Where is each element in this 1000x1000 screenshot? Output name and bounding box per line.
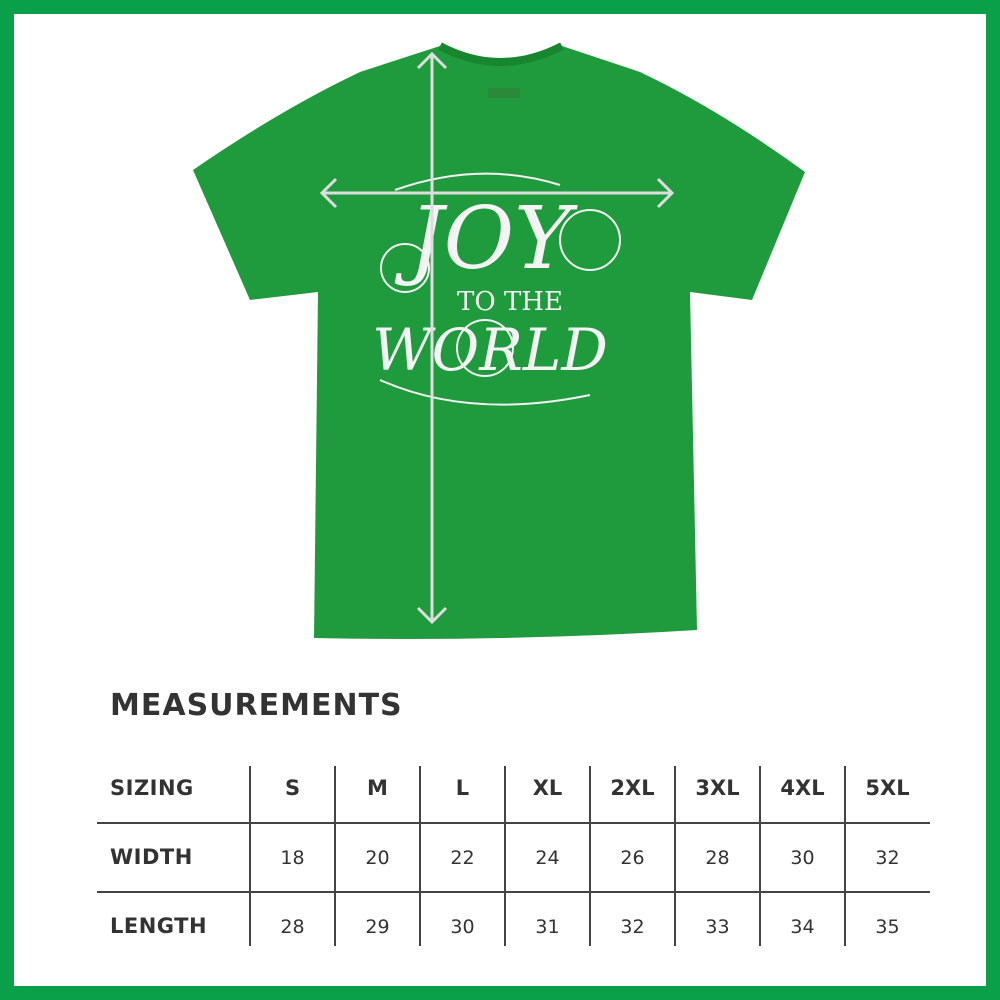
size-header-cell: S — [284, 776, 301, 800]
length-cell: 30 — [450, 916, 475, 938]
width-cell: 18 — [280, 847, 305, 869]
sizing-label: SIZING — [110, 776, 194, 800]
collar — [438, 42, 564, 66]
neck-label — [488, 88, 520, 98]
column-divider — [844, 766, 846, 946]
width-cell: 26 — [620, 847, 645, 869]
size-header-cell: 3XL — [695, 776, 740, 800]
ornament-center — [456, 319, 514, 377]
width-cell: 22 — [450, 847, 475, 869]
measurements-title: MEASUREMENTS — [110, 688, 403, 723]
width-cell: 20 — [365, 847, 390, 869]
header-row: SIZING S M L XL 2XL 3XL 4XL 5XL — [97, 776, 930, 800]
length-label: LENGTH — [110, 914, 208, 938]
width-arrow — [319, 177, 675, 209]
tshirt-image: JOY TO THE WORLD — [193, 42, 805, 639]
width-cell: 24 — [535, 847, 560, 869]
design-joy: JOY — [394, 189, 578, 289]
length-arrow — [416, 51, 448, 625]
row-divider — [97, 822, 930, 824]
size-header-cell: 5XL — [865, 776, 910, 800]
width-label: WIDTH — [110, 845, 193, 869]
column-divider — [419, 766, 421, 946]
column-divider — [504, 766, 506, 946]
length-cell: 35 — [875, 916, 900, 938]
row-divider — [97, 891, 930, 893]
length-cell: 34 — [790, 916, 815, 938]
width-cell: 28 — [705, 847, 730, 869]
column-divider — [759, 766, 761, 946]
size-header-cell: 4XL — [780, 776, 825, 800]
size-header-cell: XL — [532, 776, 563, 800]
design-print — [379, 172, 621, 406]
design-to-the: TO THE — [457, 287, 563, 317]
size-header-cell: L — [455, 776, 470, 800]
length-cell: 33 — [705, 916, 730, 938]
size-header-cell: 2XL — [610, 776, 655, 800]
size-header-cell: M — [367, 776, 388, 800]
ornament-left — [380, 243, 430, 293]
column-divider — [589, 766, 591, 946]
column-divider — [249, 766, 251, 946]
ornament-right — [559, 209, 621, 271]
column-divider — [334, 766, 336, 946]
length-cell: 29 — [365, 916, 390, 938]
width-row: WIDTH 18 20 22 24 26 28 30 32 — [97, 845, 930, 869]
length-cell: 32 — [620, 916, 645, 938]
design-world: WORLD — [372, 316, 608, 384]
column-divider — [674, 766, 676, 946]
length-cell: 28 — [280, 916, 305, 938]
length-row: LENGTH 28 29 30 31 32 33 34 35 — [97, 914, 930, 938]
length-cell: 31 — [535, 916, 560, 938]
width-cell: 32 — [875, 847, 900, 869]
size-chart-table: SIZING S M L XL 2XL 3XL 4XL 5XL WIDTH 18 20 22 24 2… — [97, 766, 930, 946]
width-cell: 30 — [790, 847, 815, 869]
